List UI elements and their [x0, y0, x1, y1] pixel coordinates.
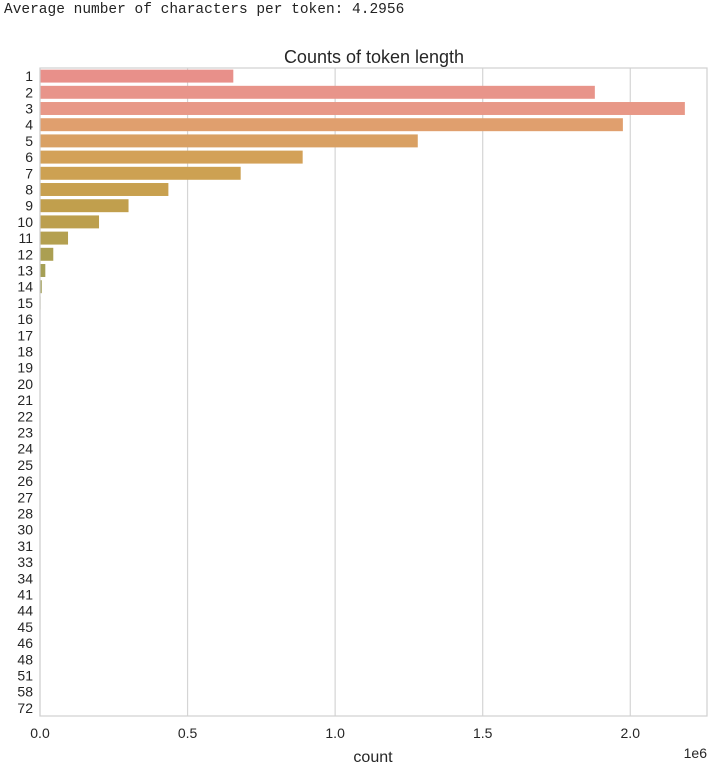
y-tick-label: 8 — [25, 182, 33, 198]
x-axis-label: count — [353, 749, 393, 765]
y-tick-label: 46 — [17, 635, 33, 651]
y-tick-label: 3 — [25, 101, 33, 117]
x-tick-labels: 0.0 0.5 1.0 1.5 2.0 — [30, 725, 640, 741]
x-tick-label: 2.0 — [621, 725, 641, 741]
x-tick-label: 1.0 — [325, 725, 345, 741]
y-tick-label: 12 — [17, 246, 33, 262]
bar-token-length-8 — [40, 183, 169, 196]
bar-token-length-6 — [40, 150, 303, 164]
bar-token-length-5 — [40, 134, 418, 148]
y-tick-label: 51 — [17, 668, 33, 684]
y-tick-label: 24 — [17, 441, 33, 457]
y-tick-label: 18 — [17, 344, 33, 360]
x-tick-label: 0.0 — [30, 725, 50, 741]
y-tick-label: 13 — [17, 263, 33, 279]
y-tick-label: 4 — [25, 117, 33, 133]
y-tick-label: 30 — [17, 522, 33, 538]
bar-token-length-14 — [40, 280, 42, 294]
y-tick-label: 22 — [17, 408, 33, 424]
y-tick-label: 15 — [17, 295, 33, 311]
y-tick-label: 58 — [17, 684, 33, 700]
y-tick-label: 48 — [17, 651, 33, 667]
bar-token-length-11 — [40, 231, 69, 245]
bar-token-length-2 — [40, 85, 595, 99]
x-tick-label: 0.5 — [178, 725, 198, 741]
plot-frame — [39, 67, 708, 717]
bar-token-length-13 — [40, 264, 46, 277]
y-tick-label: 2 — [25, 84, 33, 100]
bar-token-length-12 — [40, 247, 54, 261]
y-tick-label: 14 — [17, 279, 33, 295]
y-tick-label: 34 — [17, 570, 33, 586]
y-tick-label: 19 — [17, 360, 33, 376]
y-tick-label: 6 — [25, 149, 33, 165]
bar-token-length-1 — [40, 69, 234, 83]
y-tick-label: 31 — [17, 538, 33, 554]
y-tick-label: 27 — [17, 489, 33, 505]
output-text: Average number of characters per token: … — [4, 2, 405, 18]
x-tick-label: 1.5 — [473, 725, 493, 741]
bars-layer — [40, 69, 685, 715]
y-tick-label: 11 — [18, 230, 33, 246]
y-tick-label: 9 — [25, 198, 33, 214]
y-tick-label: 72 — [17, 700, 33, 716]
y-tick-label: 21 — [17, 392, 33, 408]
y-tick-label: 33 — [17, 554, 33, 570]
y-tick-label: 10 — [17, 214, 33, 230]
x-axis-offset-label: 1e6 — [684, 745, 708, 761]
y-tick-label: 45 — [17, 619, 33, 635]
y-tick-label: 16 — [17, 311, 33, 327]
y-tick-label: 28 — [17, 506, 33, 522]
bar-token-length-4 — [40, 118, 623, 132]
y-tick-label: 23 — [17, 425, 33, 441]
y-tick-label: 17 — [17, 327, 33, 343]
y-tick-label: 25 — [17, 457, 33, 473]
y-tick-label: 20 — [17, 376, 33, 392]
y-tick-label: 26 — [17, 473, 33, 489]
bar-token-length-3 — [40, 102, 685, 115]
bar-token-length-9 — [40, 199, 129, 213]
y-tick-labels: 1234567891011121314151617181920212223242… — [17, 68, 33, 716]
chart-title: Counts of token length — [284, 47, 464, 67]
y-tick-label: 44 — [17, 603, 33, 619]
grid-layer — [39, 68, 631, 716]
bar-token-length-10 — [40, 215, 100, 229]
y-tick-label: 1 — [25, 68, 33, 84]
y-tick-label: 5 — [25, 133, 33, 149]
y-tick-label: 41 — [17, 587, 33, 603]
bar-token-length-7 — [40, 166, 241, 180]
y-tick-label: 7 — [25, 165, 33, 181]
